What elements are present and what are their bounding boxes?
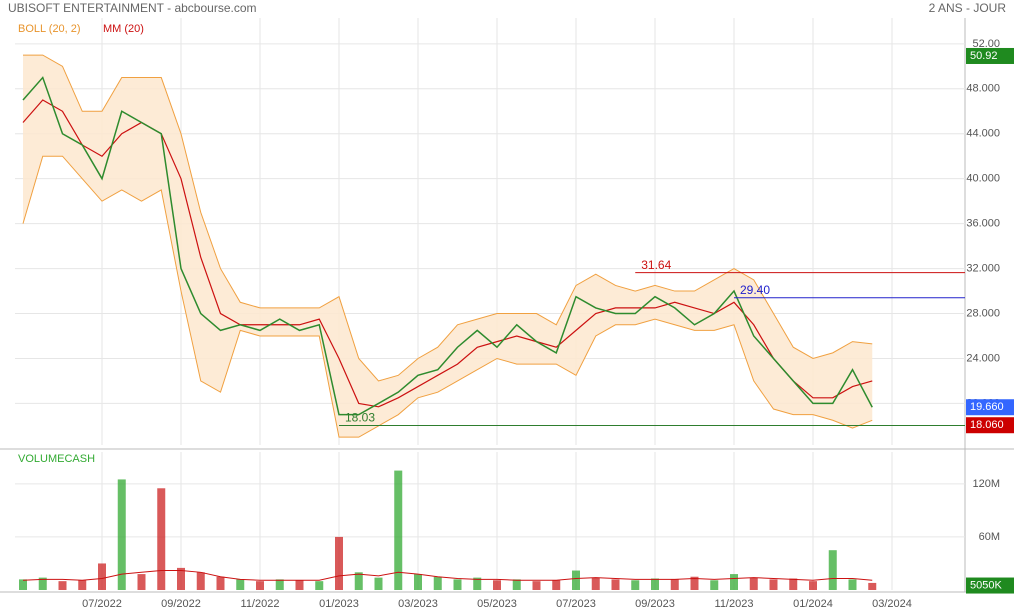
price-badge-label: 50.92 [970, 50, 998, 62]
x-tick-label: 05/2023 [477, 598, 517, 610]
price-badge [966, 417, 1014, 434]
volume-bar [552, 580, 561, 590]
volume-bar [78, 580, 87, 590]
volume-bar [749, 577, 758, 590]
volume-bar [295, 580, 304, 590]
volume-bar [473, 577, 482, 590]
level-label: 18.03 [345, 411, 375, 425]
volume-ma [22, 570, 873, 581]
level-label: 31.64 [641, 258, 671, 272]
y-tick-label: 36.000 [966, 218, 1000, 230]
volume-title: VOLUMECASH [18, 453, 95, 465]
volume-bar [611, 579, 620, 590]
volume-bar [572, 570, 580, 590]
level-label: 29.40 [740, 283, 770, 297]
y-tick-label: 32.000 [966, 262, 1000, 274]
volume-bar [19, 579, 27, 590]
volume-bar [98, 563, 106, 590]
x-tick-label: 03/2023 [398, 598, 438, 610]
price-badge [966, 47, 1014, 64]
legend-mm: MM (20) [103, 23, 144, 35]
volume-bar [730, 574, 738, 590]
volume-bar [137, 574, 146, 590]
x-tick-label: 11/2022 [241, 598, 280, 610]
volume-badge [966, 577, 1014, 594]
volume-bar [512, 579, 521, 590]
volume-badge-label: 5050K [970, 579, 1002, 591]
bollinger-lower [22, 155, 873, 438]
volume-bar [374, 577, 383, 590]
volume-bar [117, 479, 126, 590]
y-tick-label: 48.000 [966, 83, 1000, 95]
price-line [22, 76, 873, 416]
volume-bar [177, 567, 185, 590]
x-tick-label: 11/2023 [715, 598, 754, 610]
volume-bar [216, 576, 225, 590]
volume-bar [157, 488, 166, 590]
y-tick-label: 60M [979, 531, 1000, 543]
volume-bar [394, 470, 403, 590]
volume-bar [828, 550, 837, 590]
x-tick-label: 09/2023 [635, 598, 675, 610]
y-tick-label: 120M [972, 478, 1000, 490]
x-tick-label: 03/2024 [872, 598, 912, 610]
volume-bar [335, 536, 343, 590]
moving-average [22, 99, 873, 408]
y-tick-label: 52.00 [972, 38, 1000, 50]
x-tick-label: 07/2022 [82, 598, 122, 610]
volume-bar [631, 580, 640, 590]
volume-bar [354, 572, 363, 590]
volume-bar [433, 576, 442, 590]
volume-bar [532, 581, 541, 590]
volume-bar [591, 577, 600, 590]
volume-bar [710, 580, 719, 590]
y-tick-label: 40.000 [966, 173, 1000, 185]
volume-bar [651, 578, 659, 590]
volume-bar [690, 576, 699, 590]
x-tick-label: 09/2022 [161, 598, 201, 610]
volume-bar [868, 582, 877, 590]
volume-bar [809, 581, 817, 590]
legend-boll: BOLL (20, 2) [18, 23, 81, 35]
x-tick-label: 01/2024 [793, 598, 833, 610]
volume-bar [315, 581, 324, 590]
bollinger-upper [23, 54, 873, 382]
volume-bar [236, 579, 245, 590]
y-tick-label: 24.000 [966, 352, 1000, 364]
volume-bar [414, 574, 422, 590]
chart-title: UBISOFT ENTERTAINMENT - abcbourse.com [8, 1, 257, 15]
volume-bar [848, 579, 857, 590]
volume-bar [256, 581, 264, 590]
volume-bar [453, 579, 462, 590]
volume-bar [275, 579, 284, 590]
volume-bar [493, 580, 501, 590]
x-tick-label: 07/2023 [556, 598, 596, 610]
volume-bar [196, 572, 205, 590]
price-badge-label: 18.060 [970, 419, 1004, 431]
volume-bar [769, 579, 778, 590]
volume-bar [789, 578, 798, 590]
bollinger-band [23, 55, 873, 438]
volume-bar [670, 579, 679, 590]
y-tick-label: 44.000 [966, 128, 1000, 140]
chart-subtitle: 2 ANS - JOUR [929, 1, 1007, 15]
price-badge [966, 399, 1014, 416]
volume-bar [58, 581, 67, 590]
volume-bar [38, 577, 47, 590]
y-tick-label: 28.000 [966, 307, 1000, 319]
price-badge-label: 19.660 [970, 401, 1004, 413]
x-tick-label: 01/2023 [319, 598, 359, 610]
